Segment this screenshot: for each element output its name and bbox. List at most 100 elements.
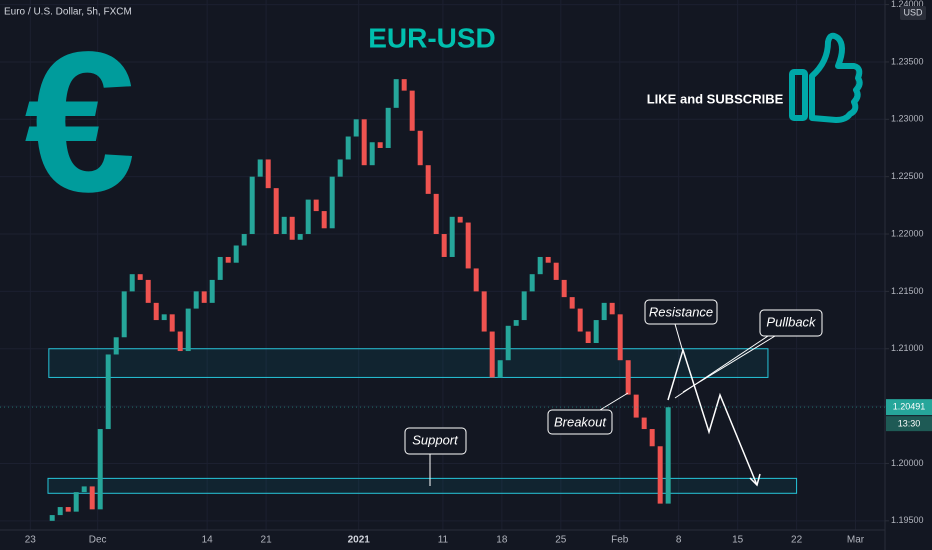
candle-body [465,222,471,269]
candle-body [185,308,191,352]
candle-body [569,297,575,309]
candle-body [489,331,495,378]
candle-body [57,507,63,516]
candle-body [521,291,527,321]
candle-body [225,256,231,263]
y-tick-label: 1.23000 [891,114,924,124]
candle-body [321,211,327,229]
candle-body [529,274,535,292]
candle-body [593,320,599,344]
candle-body [177,331,183,352]
callout-box [644,299,718,325]
callout-box [759,309,823,337]
y-tick-label: 1.23500 [891,56,924,66]
y-tick-label: 1.21000 [891,343,924,353]
candle-body [121,291,127,338]
candle-body [585,331,591,344]
y-tick-label: 1.22000 [891,228,924,238]
candle-body [193,291,199,309]
candle-body [385,107,391,148]
candle-body [89,486,95,510]
candle-body [161,314,167,321]
candle-body [649,429,655,447]
x-tick-label: 25 [555,535,567,546]
x-tick-label: 11 [438,535,449,546]
candle-body [201,291,207,303]
candle-body [137,274,143,280]
candle-body [417,130,423,166]
zone-support [47,477,798,494]
chart-title: EUR-USD [368,22,496,53]
last-price-label: 1.20491 [893,402,926,412]
candle-body [433,193,439,235]
candle-body [617,314,623,361]
candle-body [409,90,415,131]
candle-body [129,274,135,292]
candle-body [537,256,543,275]
candle-body [377,142,383,148]
zone-resistance [48,348,769,378]
candle-body [665,407,671,504]
candle-body [401,79,407,91]
callouts: Resistance Pullback Breakout Support [404,299,823,487]
candle-body [577,308,583,332]
candle-body [345,136,351,160]
candle-body [369,142,375,166]
candle-body [561,279,567,298]
candle-body [249,176,255,235]
candle-body [497,360,503,378]
candle-body [337,159,343,177]
candle-body [361,119,367,166]
candle-body [169,314,175,332]
callout-box [404,427,467,455]
candle-body [217,256,223,280]
callout-pointer [682,335,776,393]
x-tick-label: 18 [496,535,508,546]
cta-text: LIKE and SUBSCRIBE [647,91,784,106]
y-tick-label: 1.19500 [891,515,924,525]
candles [49,79,671,521]
grid [0,0,885,530]
candle-body [65,507,71,512]
y-tick-label: 1.20000 [891,458,924,468]
candle-body [553,262,559,280]
candle-body [657,446,663,504]
candle-body [153,302,159,321]
x-tick-label: 8 [676,535,682,546]
candle-body [233,245,239,263]
last-price-tag [886,399,932,416]
candle-body [305,199,311,235]
currency-tag [900,6,926,20]
y-tick-label: 1.22500 [891,171,924,181]
x-tick-label: 21 [261,535,273,546]
x-tick-label: 14 [202,535,214,546]
candle-body [105,354,111,430]
last-time-label: 13:30 [898,419,921,429]
candle-body [641,417,647,430]
candle-body [457,216,463,223]
candle-body [209,279,215,303]
callout-text: Resistance [649,304,713,319]
currency-label: USD [903,7,923,17]
candle-body [281,216,287,235]
candle-body [449,216,455,257]
candle-body [545,256,551,263]
candle-body [481,291,487,332]
candle-body [441,234,447,257]
candle-body [297,234,303,240]
callout-text: Breakout [554,414,607,429]
symbol-label: Euro / U.S. Dollar, 5h, FXCM [4,7,132,18]
x-tick-label: 23 [25,535,37,546]
candle-body [609,302,615,315]
y-tick-label: 1.24000 [891,0,924,9]
callout-text: Support [412,432,459,447]
candle-body [265,159,271,189]
candle-body [633,394,639,418]
x-tick-label: 22 [791,535,803,546]
candle-body [473,268,479,292]
candle-body [97,429,103,510]
candle-body [73,492,79,512]
